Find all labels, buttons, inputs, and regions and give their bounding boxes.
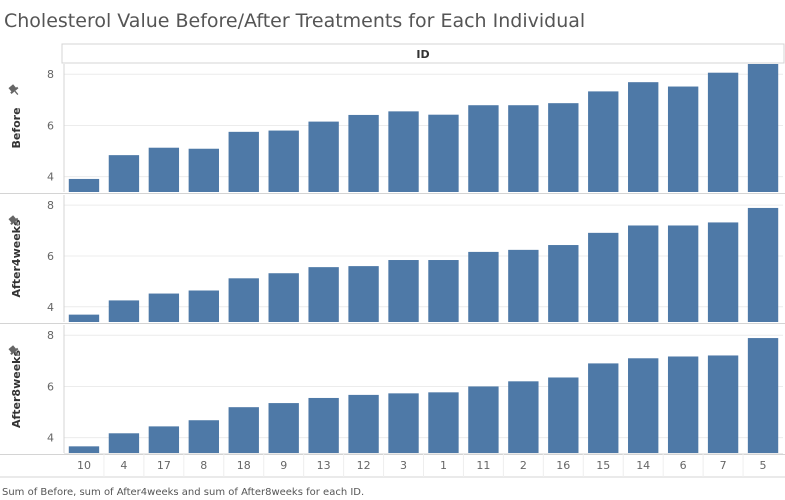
bar-before-9[interactable] [268,130,299,192]
bar-after4weeks-5[interactable] [747,207,779,322]
x-tick-label-18: 18 [237,459,251,472]
bar-before-6[interactable] [667,86,699,192]
y-tick-label: 4 [47,171,54,184]
x-tick-label-17: 17 [157,459,171,472]
x-axis: 10 4 17 8 18 9 13 12 3 1 11 2 16 15 14 6 7 5 [0,453,785,478]
x-tick-label-13: 13 [317,459,331,472]
bar-after8weeks-2[interactable] [508,381,539,453]
chart-caption: Sum of Before, sum of After4weeks and su… [2,487,364,498]
bar-before-3[interactable] [388,111,419,192]
row-label-before: Before [10,107,23,148]
y-tick-label: 6 [47,119,54,132]
x-tick-label-10: 10 [77,459,91,472]
x-tick-label-1: 1 [440,459,447,472]
bar-after4weeks-15[interactable] [588,232,619,322]
bar-after8weeks-11[interactable] [468,386,499,453]
bar-before-18[interactable] [228,131,259,192]
x-tick-label-16: 16 [556,459,570,472]
bar-after4weeks-7[interactable] [707,222,739,322]
bar-after4weeks-18[interactable] [228,278,259,322]
y-tick-label: 8 [47,199,54,212]
bar-after8weeks-3[interactable] [388,393,419,453]
y-tick-label: 4 [47,301,54,314]
panel-after8weeks: 4 6 8 After8weeks [0,325,785,455]
x-tick-label-4: 4 [120,459,127,472]
panel-before: 4 6 8 Before [0,64,785,194]
bar-after4weeks-1[interactable] [428,260,459,322]
bar-after8weeks-13[interactable] [308,397,339,453]
pin-icon[interactable] [7,344,21,358]
bar-after4weeks-3[interactable] [388,260,419,322]
bar-after8weeks-8[interactable] [188,420,219,453]
panel-after4weeks: 4 6 8 After4weeks [0,195,785,324]
bar-before-7[interactable] [707,72,739,192]
x-tick-label-3: 3 [400,459,407,472]
bar-after8weeks-6[interactable] [667,356,699,453]
row-label-after8weeks: After8weeks [10,350,23,428]
bar-before-14[interactable] [628,82,659,192]
bar-after4weeks-17[interactable] [148,293,180,322]
y-tick-label: 8 [47,68,54,81]
bar-before-8[interactable] [188,148,219,192]
bar-before-4[interactable] [108,155,140,192]
x-tick-label-7: 7 [720,459,727,472]
x-tick-label-14: 14 [636,459,650,472]
bar-before-5[interactable] [747,64,779,192]
bar-after4weeks-8[interactable] [188,290,219,323]
bar-after4weeks-10[interactable] [68,314,100,322]
bar-after8weeks-9[interactable] [268,403,299,453]
bar-after8weeks-15[interactable] [588,363,619,453]
column-header-box [61,43,785,64]
x-tick-label-9: 9 [280,459,287,472]
pin-icon[interactable] [7,83,21,97]
bar-after4weeks-6[interactable] [667,225,699,322]
pin-icon[interactable] [7,214,21,228]
column-header-label: ID [416,48,429,61]
bar-before-15[interactable] [588,91,619,192]
bar-after8weeks-17[interactable] [148,426,180,453]
bar-after4weeks-14[interactable] [628,225,659,322]
y-tick-label: 8 [47,329,54,342]
x-tick-label-8: 8 [200,459,207,472]
bar-after8weeks-7[interactable] [707,355,739,453]
bar-after8weeks-16[interactable] [548,377,579,453]
bar-after8weeks-10[interactable] [68,446,100,453]
bar-after8weeks-12[interactable] [348,394,379,453]
panels: 4 6 8 Before 4 6 8 After4weeks 4 6 8 After8weeks [0,64,785,455]
bar-before-2[interactable] [508,105,539,192]
x-tick-label-2: 2 [520,459,527,472]
bar-after4weeks-4[interactable] [108,300,140,322]
x-tick-label-12: 12 [357,459,371,472]
y-tick-label: 4 [47,432,54,445]
y-tick-label: 6 [47,380,54,393]
bar-after8weeks-5[interactable] [747,338,779,453]
bar-after8weeks-4[interactable] [108,433,140,453]
bar-after4weeks-2[interactable] [508,249,539,322]
bar-before-16[interactable] [548,103,579,192]
bar-after8weeks-1[interactable] [428,392,459,453]
bar-before-17[interactable] [148,147,180,192]
chart-title: Cholesterol Value Before/After Treatment… [4,10,585,32]
bar-before-1[interactable] [428,114,459,192]
x-tick-label-11: 11 [476,459,490,472]
row-label-after4weeks: After4weeks [10,219,23,297]
bar-before-13[interactable] [308,121,339,192]
x-tick-label-5: 5 [760,459,767,472]
bar-before-10[interactable] [68,178,100,192]
x-tick-label-6: 6 [680,459,687,472]
bar-after8weeks-14[interactable] [628,358,659,453]
x-tick-label-15: 15 [596,459,610,472]
bar-after4weeks-16[interactable] [548,245,579,322]
bar-after4weeks-13[interactable] [308,267,339,322]
y-tick-label: 6 [47,250,54,263]
column-header: ID [61,43,785,64]
bar-after4weeks-9[interactable] [268,273,299,322]
bar-after8weeks-18[interactable] [228,407,259,453]
bar-before-11[interactable] [468,105,499,192]
bar-after4weeks-11[interactable] [468,251,499,322]
bar-after4weeks-12[interactable] [348,266,379,322]
bar-before-12[interactable] [348,114,379,192]
